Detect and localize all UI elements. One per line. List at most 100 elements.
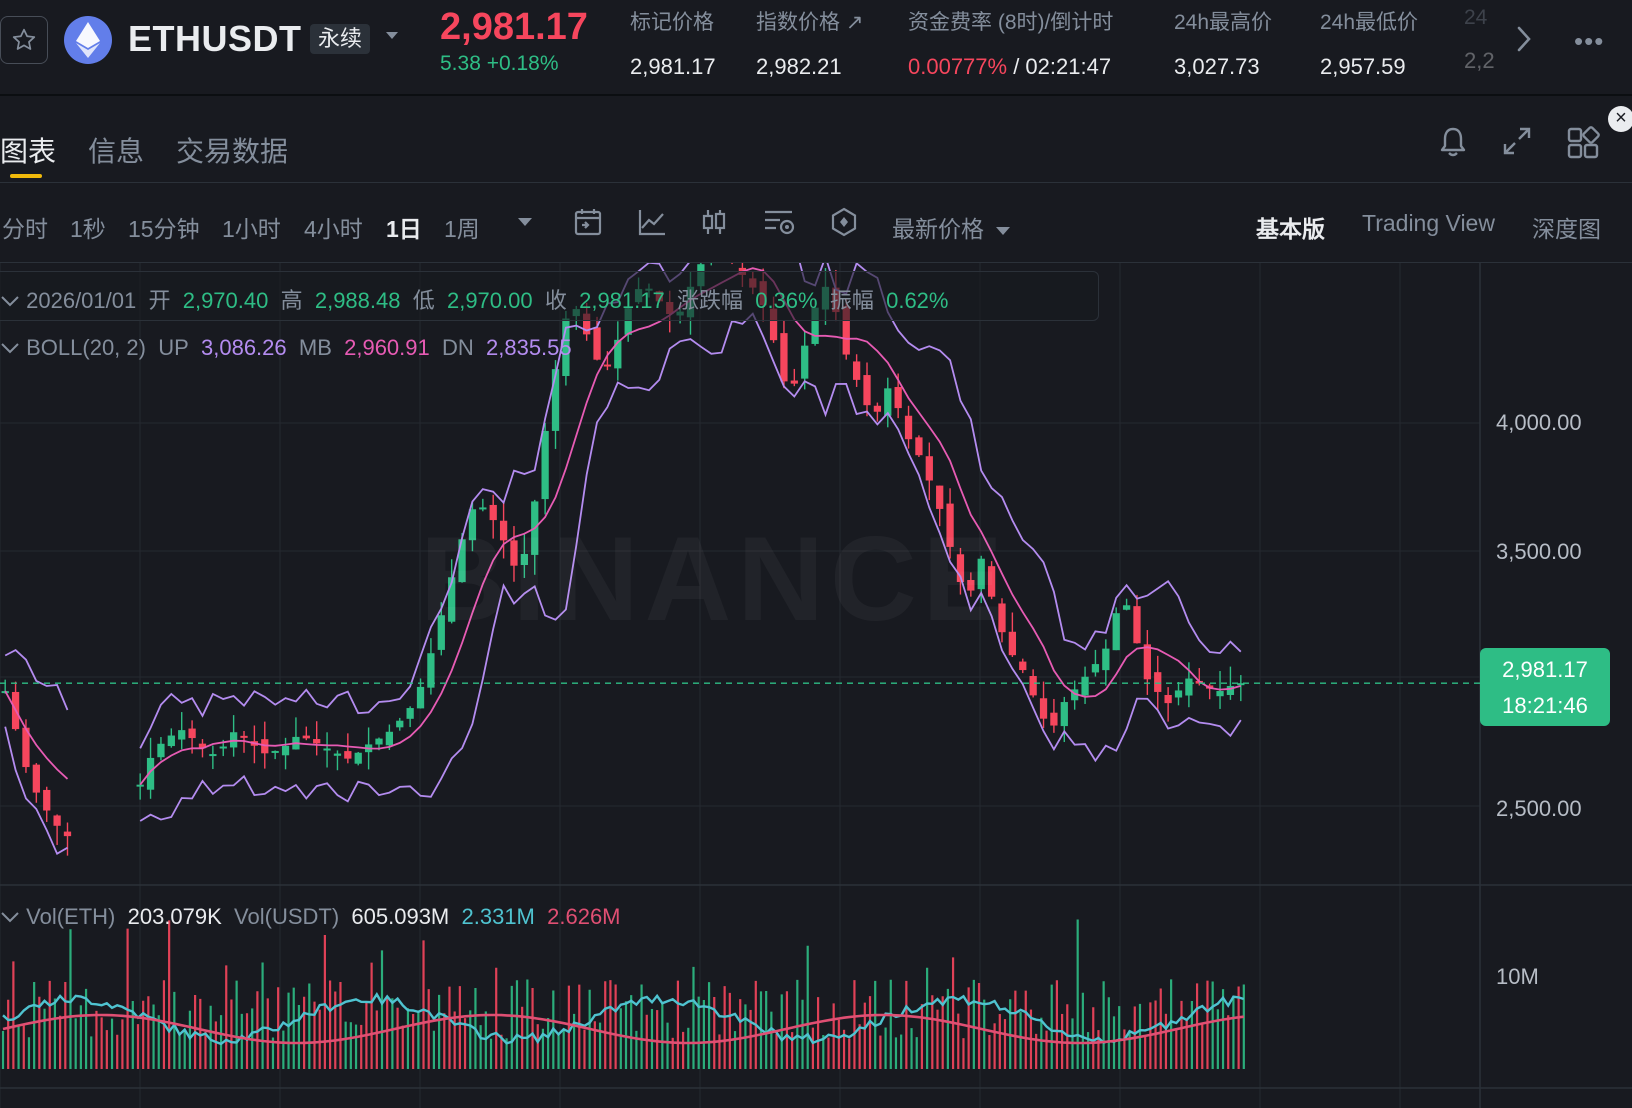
close-icon[interactable]: ×	[1608, 106, 1632, 132]
mark-price-stat: 标记价格 2,981.17	[630, 6, 716, 80]
favorite-star-button[interactable]	[0, 16, 48, 64]
candle-body	[178, 730, 186, 740]
candle-body	[1008, 631, 1017, 656]
tab-trading-data[interactable]: 交易数据	[176, 136, 289, 167]
candle-body	[1237, 683, 1245, 686]
candle-body	[541, 430, 549, 500]
funding-countdown: / 02:21:47	[1007, 54, 1112, 79]
candlestick-chart[interactable]	[0, 263, 1632, 1108]
candle-body	[188, 728, 196, 739]
candle-body	[240, 735, 248, 738]
candle-body	[53, 815, 61, 826]
candle-body	[313, 739, 321, 744]
price-change: 5.38 +0.18%	[440, 52, 559, 75]
low-24h-stat: 24h最低价 2,957.59	[1320, 6, 1418, 80]
candle-body	[146, 757, 155, 790]
calendar-icon[interactable]	[572, 206, 604, 238]
candle-body	[852, 361, 861, 380]
candle-body	[551, 369, 560, 431]
view-tradingview[interactable]: Trading View	[1362, 210, 1495, 236]
index-price-stat[interactable]: 指数价格 ↗ 2,982.21	[756, 6, 863, 80]
candle-body	[479, 507, 487, 510]
boll-dn-value: 2,835.55	[486, 335, 572, 360]
candle-body	[998, 603, 1006, 633]
candle-body	[1164, 694, 1172, 704]
candle-countdown: 18:21:46	[1502, 693, 1588, 718]
candle-body	[1122, 605, 1131, 610]
chart-settings-icon[interactable]	[762, 206, 796, 238]
candle-body	[956, 554, 965, 582]
candle-body	[614, 339, 622, 369]
ohlc-date: 2026/01/01	[26, 288, 137, 313]
candle-body	[323, 748, 331, 751]
timeframe-option-active[interactable]: 1日	[386, 216, 422, 242]
high-24h-stat: 24h最高价 3,027.73	[1174, 6, 1272, 80]
star-icon	[12, 28, 36, 50]
view-basic[interactable]: 基本版	[1256, 216, 1325, 242]
candle-body	[562, 318, 570, 377]
chevron-right-icon[interactable]	[1514, 24, 1534, 54]
candle-body	[406, 708, 414, 719]
candlestick-type-icon[interactable]	[698, 206, 730, 238]
timeframe-option[interactable]: 1秒	[70, 216, 106, 242]
tab-chart[interactable]: 图表	[0, 136, 57, 167]
contract-type-badge: 永续	[310, 24, 371, 54]
boll-name: BOLL(20, 2)	[26, 335, 146, 360]
caret-down-icon[interactable]	[516, 216, 534, 228]
candle-body	[603, 364, 612, 367]
chevron-down-icon[interactable]	[0, 341, 20, 355]
vol-eth-value: 203.079K	[127, 904, 222, 929]
chevron-down-icon[interactable]	[0, 294, 20, 308]
timeframe-option[interactable]: 4小时	[304, 216, 363, 242]
vol-usdt-label: Vol(USDT)	[234, 904, 340, 929]
hexagon-tools-icon[interactable]	[828, 206, 860, 238]
candle-body	[63, 831, 72, 837]
candle-body	[1039, 698, 1048, 719]
candle-body	[1216, 691, 1224, 697]
stat-value: 2,982.21	[756, 54, 842, 79]
caret-down-icon[interactable]	[384, 30, 400, 42]
timeframe-option[interactable]: 15分钟	[128, 216, 200, 242]
boll-mb-value: 2,960.91	[344, 335, 430, 360]
stat-label: 资金费率 (8时)/倒计时	[908, 11, 1114, 34]
indicator-icon[interactable]	[636, 206, 668, 238]
candle-body	[946, 503, 954, 547]
candle-body	[987, 566, 996, 597]
stat-label: 24h最低价	[1320, 11, 1419, 34]
boll-legend: BOLL(20, 2) UP 3,086.26 MB 2,960.91 DN 2…	[0, 335, 572, 361]
candle-body	[1185, 678, 1193, 696]
price-type-selector[interactable]: 最新价格	[892, 210, 1012, 244]
candle-body	[1091, 664, 1100, 673]
candle-body	[801, 345, 809, 379]
candle-body	[344, 751, 352, 759]
boll-up-value: 3,086.26	[201, 335, 287, 360]
symbol-name[interactable]: ETHUSDT	[128, 18, 302, 59]
stat-value: 3,027.73	[1174, 54, 1260, 79]
more-options-icon[interactable]: •••	[1574, 26, 1605, 56]
candle-body	[1226, 685, 1235, 695]
timeframe-option[interactable]: 分时	[2, 216, 48, 242]
timeframe-option[interactable]: 1小时	[222, 216, 281, 242]
change-value: 0.36%	[755, 288, 818, 313]
layout-grid-icon[interactable]	[1566, 126, 1600, 160]
last-price: 2,981.17	[440, 6, 588, 48]
panel-tabs: 图表 信息 交易数据	[0, 96, 1632, 183]
eth-logo-icon	[64, 16, 112, 64]
boll-upper-line	[4, 263, 1242, 749]
vol-ma1-value: 2.331M	[461, 904, 535, 929]
tab-info[interactable]: 信息	[88, 136, 145, 167]
stat-value: 0.00777% / 02:21:47	[908, 54, 1113, 80]
stat-value: 2,2	[1464, 48, 1495, 73]
bell-icon[interactable]	[1438, 126, 1468, 158]
boll-lower-line	[4, 312, 1242, 855]
candle-body	[780, 333, 788, 382]
candle-body	[873, 405, 882, 412]
expand-icon[interactable]	[1502, 126, 1532, 156]
chevron-down-icon[interactable]	[0, 910, 20, 924]
view-depth[interactable]: 深度图	[1532, 216, 1601, 242]
candle-body	[1060, 702, 1068, 727]
candle-body	[302, 735, 310, 739]
timeframe-option[interactable]: 1周	[444, 216, 480, 242]
candle-body	[219, 746, 227, 749]
price-type-label: 最新价格	[892, 216, 984, 242]
